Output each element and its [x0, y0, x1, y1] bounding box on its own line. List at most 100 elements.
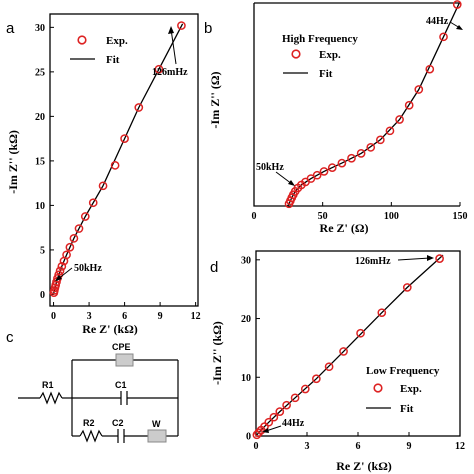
panel-b-exp-point	[366, 143, 376, 152]
panel-a-legend-exp-label: Exp.	[106, 35, 128, 47]
panel-b-legend-title: High Frequency	[282, 33, 358, 45]
panel-b-annotation-44hz-arrowhead	[456, 25, 463, 30]
panel-d-exp-point	[264, 417, 274, 427]
panel-d-ytick-label: 10	[241, 373, 251, 384]
panel-d-legend-exp-marker	[373, 383, 383, 393]
panel-a-xtick-label: 3	[87, 311, 92, 322]
panel-d-xtick-label: 3	[305, 441, 310, 452]
panel-b-fit-line	[287, 1, 461, 207]
panel-d-letter: d	[210, 259, 218, 276]
panel-d-fit-line	[255, 254, 444, 437]
panel-a-ytick-label: 15	[35, 156, 45, 167]
panel-a-legend: Exp. Fit	[70, 35, 128, 66]
panel-a-annotation-50khz-arrowhead	[55, 275, 62, 281]
panel-d-xlabel: Re Z' (kΩ)	[336, 459, 392, 473]
panel-a-exp-point	[74, 224, 84, 233]
panel-a-annotation-126mhz: 126mHz	[152, 67, 188, 78]
circuit-label-w: W	[152, 419, 161, 429]
panel-a-letter: a	[6, 20, 15, 37]
panel-b-exp-point	[375, 135, 385, 145]
panel-d-exp-point	[269, 412, 279, 422]
panel-b-xtick-label: 100	[384, 211, 399, 222]
panel-a-xtick-label: 6	[122, 311, 127, 322]
panel-d-ylabel: -Im Z'' (kΩ)	[210, 321, 224, 385]
panel-d-exp-point	[275, 407, 285, 416]
panel-d-annotation-44hz-arrow	[265, 425, 282, 432]
panel-b-legend-exp-marker	[291, 49, 301, 59]
panel-a-fit-line	[52, 23, 184, 295]
panel-a-ytick-label: 30	[35, 23, 45, 34]
panel-a-exp-point	[88, 198, 98, 208]
panel-d-exp-point	[324, 362, 334, 372]
panel-d-annotation-126mhz-arrow	[397, 257, 431, 261]
panel-a-exp-point	[57, 262, 67, 271]
panel-a-annotation-50khz: 50kHz	[74, 263, 102, 274]
panel-b-letter: b	[204, 20, 212, 37]
panel-b-exp-point	[425, 64, 435, 74]
circuit-r1	[39, 391, 63, 405]
panel-b-exp-point	[452, 0, 462, 9]
panel-a-exp-point	[177, 21, 186, 30]
panel-a-ytick-label: 0	[40, 290, 45, 301]
panel-a-ytick-label: 20	[35, 112, 45, 123]
circuit-w-element	[147, 429, 167, 443]
panel-b-annotation-44hz: 44Hz	[426, 16, 449, 27]
plot-d: 0 3 6 9 12 0 10 20 30	[241, 250, 465, 452]
panel-a-legend-fit-label: Fit	[106, 54, 120, 66]
panel-a-exp-point	[55, 266, 65, 276]
panel-d-exp-point	[339, 347, 348, 356]
panel-a-exp-point	[80, 212, 90, 221]
panel-b-annotation-50khz-arrowhead	[288, 180, 295, 186]
panel-a-exp-point	[134, 103, 144, 112]
panel-d-legend-fit-label: Fit	[400, 403, 414, 415]
panel-b-exp-point	[347, 153, 356, 163]
panel-a-legend-exp-marker	[77, 35, 87, 45]
panel-a-axes-frame	[49, 13, 199, 307]
panel-b-exp-point	[356, 149, 366, 158]
panel-b-exp-point	[385, 126, 395, 136]
panel-d-legend-title: Low Frequency	[366, 365, 440, 377]
panel-d-ytick-label: 30	[241, 255, 251, 266]
panel-b-exp-point	[337, 158, 347, 168]
panel-b-exp-point	[414, 85, 424, 94]
panel-a-exp-point	[154, 64, 164, 74]
panel-b-exp-point	[319, 167, 329, 176]
panel-d-exp-point	[290, 393, 300, 403]
panel-b-annotation-50khz-arrow	[275, 171, 293, 185]
panel-d-legend-exp-label: Exp.	[400, 383, 422, 395]
circuit-label-r1: R1	[42, 380, 54, 390]
panel-d-xtick-label: 9	[407, 441, 412, 452]
panel-a-xtick-label: 0	[51, 311, 56, 322]
panel-a-xtick-label: 9	[158, 311, 163, 322]
panel-b-legend-fit-label: Fit	[319, 68, 333, 80]
panel-d-xtick-label: 0	[254, 441, 259, 452]
panel-d-annotation-44hz: 44Hz	[282, 418, 305, 429]
panel-d-exp-point	[356, 328, 365, 338]
panel-d-exp-point	[282, 400, 291, 410]
circuit-label-r2: R2	[83, 418, 95, 428]
circuit-label-c2: C2	[112, 418, 124, 428]
panel-d-annotation-126mhz-arrowhead	[427, 255, 434, 261]
panel-d-ytick-label: 20	[241, 314, 251, 325]
panel-b-annotation-50khz: 50kHz	[256, 162, 284, 173]
panel-b-xtick-label: 50	[318, 211, 328, 222]
panel-d-annotation-126mhz: 126mHz	[355, 256, 391, 267]
panel-d-exp-point	[300, 384, 310, 394]
panel-d-ytick-label: 0	[246, 432, 251, 443]
panel-b-xtick-label: 150	[453, 211, 468, 222]
panel-b-exp-point	[327, 163, 337, 173]
panel-d-xtick-label: 12	[455, 441, 465, 452]
panel-d-annotation-44hz-arrowhead	[262, 428, 269, 433]
panel-a-ytick-label: 10	[35, 201, 45, 212]
panel-a-exp-point	[120, 134, 129, 143]
circuit-label-cpe: CPE	[112, 342, 131, 352]
panel-a: a 0 3 6 9 12 0 5 10 15 20 25 30 Re Z' (kΩ) -Im Z'' …	[6, 13, 201, 336]
panel-d-xtick-label: 6	[356, 441, 361, 452]
panel-a-exp-point	[62, 250, 71, 260]
plot-b: 0 50 100 150	[252, 0, 468, 222]
panel-c: c	[6, 329, 179, 443]
circuit-r2	[79, 429, 103, 443]
panel-a-exp-point	[69, 233, 79, 243]
plot-a: 0 3 6 9 12 0 5 10 15 20 25 30	[35, 13, 201, 322]
